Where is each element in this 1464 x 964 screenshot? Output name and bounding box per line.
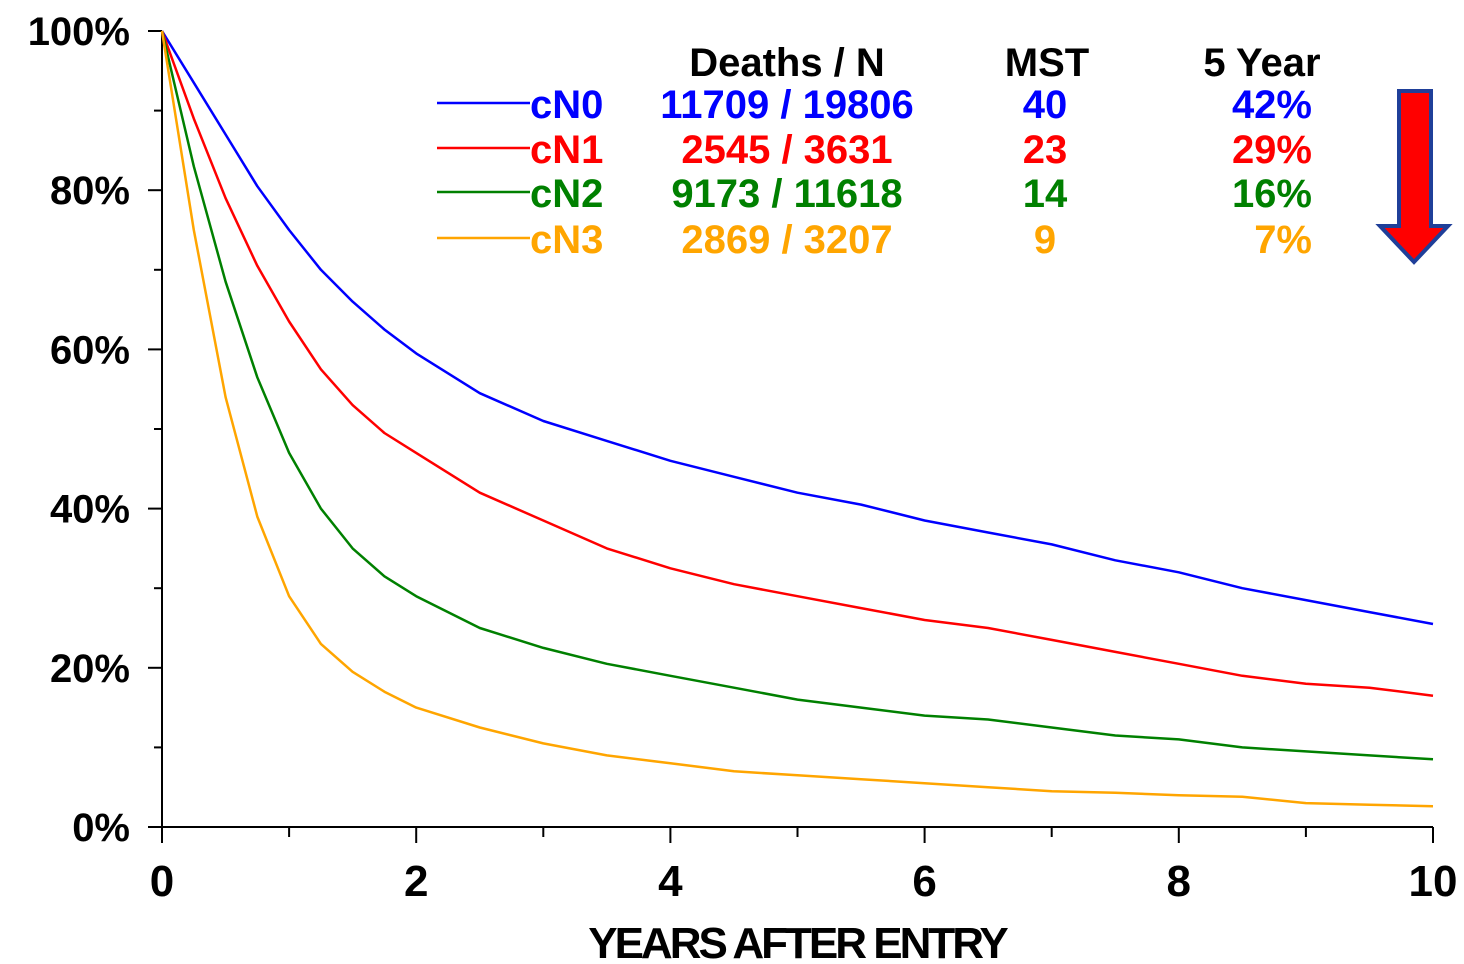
x-tick-label: 4 [658, 857, 683, 906]
legend-mst-cn1: 23 [1023, 128, 1068, 172]
legend-deaths-n-cn0: 11709 / 19806 [660, 83, 914, 127]
legend-mst-cn0: 40 [1023, 83, 1068, 127]
legend-header-deaths-n: Deaths / N [689, 41, 885, 85]
legend-name-cn2: cN2 [530, 172, 603, 216]
y-tick-label: 80% [50, 169, 130, 213]
legend-name-cn1: cN1 [530, 128, 603, 172]
y-tick-label: 40% [50, 488, 130, 532]
x-tick-label: 8 [1167, 857, 1191, 906]
y-tick-label: 0% [72, 806, 130, 850]
series-line-cn2 [160, 30, 1434, 761]
decline-arrow-shape [1375, 89, 1453, 265]
legend-mst-cn3: 9 [1034, 218, 1056, 262]
legend-header-mst: MST [1005, 41, 1089, 85]
x-tick-label: 6 [912, 857, 936, 906]
legend-deaths-n-cn1: 2545 / 3631 [681, 128, 892, 172]
legend-five-year-cn1: 29% [1232, 128, 1312, 172]
x-tick-label: 0 [150, 857, 174, 906]
y-tick-label: 100% [28, 10, 130, 54]
series-line-cn0 [160, 30, 1434, 626]
series-line-cn1 [160, 30, 1434, 697]
legend-name-cn3: cN3 [530, 218, 603, 262]
y-tick-label: 20% [50, 647, 130, 691]
axes: 0% 20% 40% 60% 80% 100% 0 2 4 6 8 10 YEARS AFTER ENT… [28, 10, 1458, 964]
legend-deaths-n-cn2: 9173 / 11618 [671, 172, 902, 216]
legend-five-year-cn2: 16% [1232, 172, 1312, 216]
legend-five-year-cn3: 7% [1254, 218, 1312, 262]
legend: Deaths / N MST 5 Year cN0 11709 / 19806 40… [437, 41, 1321, 262]
series-line-cn3 [160, 30, 1434, 808]
decline-arrow-icon [1375, 89, 1453, 265]
plot-area [160, 30, 1434, 808]
legend-name-cn0: cN0 [530, 83, 603, 127]
legend-five-year-cn0: 42% [1232, 83, 1312, 127]
legend-mst-cn2: 14 [1023, 172, 1068, 216]
legend-header-five-year: 5 Year [1203, 41, 1320, 85]
y-tick-label: 60% [50, 328, 130, 372]
x-axis-title: YEARS AFTER ENTRY [588, 919, 1008, 964]
x-tick-label: 2 [404, 857, 428, 906]
x-tick-label: 10 [1409, 857, 1458, 906]
legend-deaths-n-cn3: 2869 / 3207 [681, 218, 892, 262]
